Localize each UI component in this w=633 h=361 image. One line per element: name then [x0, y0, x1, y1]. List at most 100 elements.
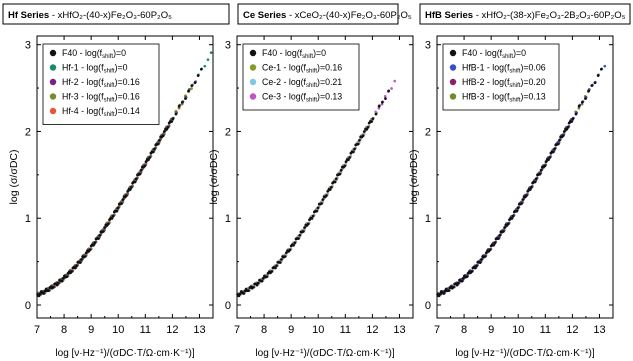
- data-point: [380, 102, 384, 106]
- data-point: [134, 177, 138, 181]
- data-point: [126, 189, 130, 193]
- data-point: [526, 189, 530, 193]
- data-point: [438, 292, 442, 296]
- data-point: [130, 185, 133, 189]
- data-point: [252, 285, 255, 289]
- series-1: [236, 89, 390, 298]
- y-tick-label: 0: [25, 300, 31, 312]
- y-tick-label: 2: [425, 126, 431, 138]
- legend-label: F40 - log(fshift)=0: [262, 48, 326, 60]
- legend-label: Hf-2 - log(fshift)=0.16: [62, 77, 140, 89]
- data-point: [455, 283, 459, 287]
- data-point: [478, 261, 482, 264]
- data-point: [270, 270, 274, 273]
- data-point: [475, 264, 478, 268]
- data-point: [351, 150, 355, 154]
- x-tick-label: 7: [234, 324, 240, 336]
- data-point: [571, 117, 575, 121]
- data-point: [325, 194, 328, 197]
- data-point: [78, 261, 82, 264]
- data-point: [156, 142, 160, 146]
- data-point: [393, 79, 397, 83]
- data-point: [60, 279, 64, 283]
- data-point: [139, 168, 143, 172]
- data-point: [377, 104, 381, 108]
- legend-box: [242, 43, 360, 111]
- data-point: [92, 243, 95, 247]
- data-point: [61, 277, 65, 280]
- data-point: [577, 104, 581, 108]
- data-point: [180, 102, 184, 106]
- data-point: [492, 243, 495, 247]
- data-point: [590, 84, 594, 88]
- data-point: [310, 217, 314, 220]
- data-point: [256, 281, 260, 285]
- data-point: [516, 206, 520, 210]
- x-tick-label: 9: [488, 324, 494, 336]
- data-point: [587, 89, 590, 93]
- series-1: [436, 67, 603, 298]
- data-point: [580, 100, 584, 104]
- legend-marker: [49, 78, 57, 86]
- data-point: [365, 128, 369, 131]
- data-point: [339, 168, 343, 172]
- data-point: [371, 117, 375, 121]
- data-point: [511, 214, 515, 218]
- chart-title: HfB Series - xHfO₂-(38-x)Fe₂O₃-2B₂O₃-60P…: [425, 10, 626, 21]
- data-point: [177, 104, 181, 108]
- data-point: [562, 130, 566, 133]
- data-point: [144, 160, 148, 164]
- x-axis-label: log [ν·Hz⁻¹)/(σDC·T/Ω·cm·K⁻¹)]: [255, 348, 394, 359]
- data-point: [326, 189, 330, 193]
- data-point: [343, 164, 347, 168]
- data-point: [473, 266, 477, 270]
- data-point: [93, 241, 97, 245]
- legend-marker: [449, 49, 457, 57]
- data-point: [52, 285, 55, 289]
- y-tick-label: 0: [425, 300, 431, 312]
- data-point: [306, 222, 310, 226]
- data-point: [165, 128, 169, 131]
- data-point: [321, 198, 325, 201]
- data-point: [84, 251, 88, 255]
- data-point: [174, 112, 178, 116]
- data-point: [593, 81, 597, 85]
- legend-marker: [249, 49, 257, 57]
- data-point: [510, 217, 514, 220]
- data-point: [380, 100, 384, 104]
- y-tick-label: 0: [225, 300, 231, 312]
- data-point: [543, 164, 547, 168]
- x-tick-label: 7: [434, 324, 440, 336]
- y-axis-label: log (σ/σDC): [8, 150, 20, 205]
- data-point: [603, 64, 607, 68]
- legend-marker: [249, 78, 257, 86]
- data-point: [209, 51, 213, 55]
- legend-box: [442, 43, 560, 111]
- data-point: [347, 158, 350, 162]
- legend-label: Ce-2 - log(fshift)=0.21: [262, 77, 342, 89]
- data-point: [261, 277, 265, 280]
- data-point: [361, 134, 365, 138]
- data-point: [547, 158, 550, 162]
- data-point: [442, 292, 445, 295]
- legend-label: Ce-3 - log(fshift)=0.13: [262, 92, 342, 104]
- data-point: [461, 277, 465, 280]
- data-point: [133, 180, 137, 184]
- x-tick-label: 8: [61, 324, 67, 336]
- legend-marker: [249, 64, 257, 71]
- data-point: [515, 209, 519, 213]
- legend-marker: [49, 107, 57, 115]
- data-point: [121, 198, 125, 201]
- data-point: [278, 261, 282, 264]
- data-point: [73, 266, 77, 270]
- data-point: [334, 177, 338, 181]
- data-point: [553, 147, 556, 151]
- data-point: [503, 226, 506, 229]
- data-point: [528, 188, 532, 191]
- data-point: [460, 279, 464, 283]
- data-point: [199, 67, 203, 71]
- data-point: [106, 222, 110, 226]
- data-point: [561, 134, 565, 138]
- x-tick-label: 10: [312, 324, 324, 336]
- legend-marker: [449, 78, 457, 86]
